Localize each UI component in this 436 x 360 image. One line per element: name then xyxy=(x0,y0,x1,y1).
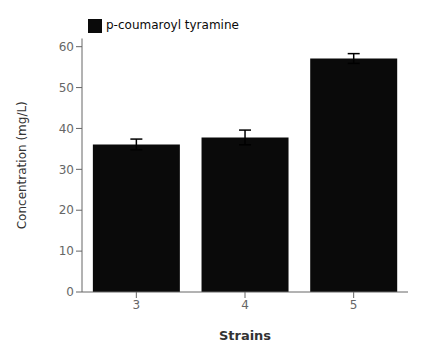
svg-text:4: 4 xyxy=(241,298,249,312)
svg-text:Strains: Strains xyxy=(219,328,271,343)
svg-text:30: 30 xyxy=(59,163,74,177)
svg-text:10: 10 xyxy=(59,244,74,258)
svg-text:0: 0 xyxy=(66,285,74,299)
svg-text:60: 60 xyxy=(59,40,74,54)
svg-text:5: 5 xyxy=(350,298,358,312)
html-text:p-coumaroyl tyramine: p-coumaroyl tyramine xyxy=(106,18,239,32)
svg-text:40: 40 xyxy=(59,122,74,136)
svg-text:50: 50 xyxy=(59,81,74,95)
svg-text:3: 3 xyxy=(133,298,141,312)
svg-text:Concentration (mg/L): Concentration (mg/L) xyxy=(15,101,29,229)
svg-text:20: 20 xyxy=(59,203,74,217)
